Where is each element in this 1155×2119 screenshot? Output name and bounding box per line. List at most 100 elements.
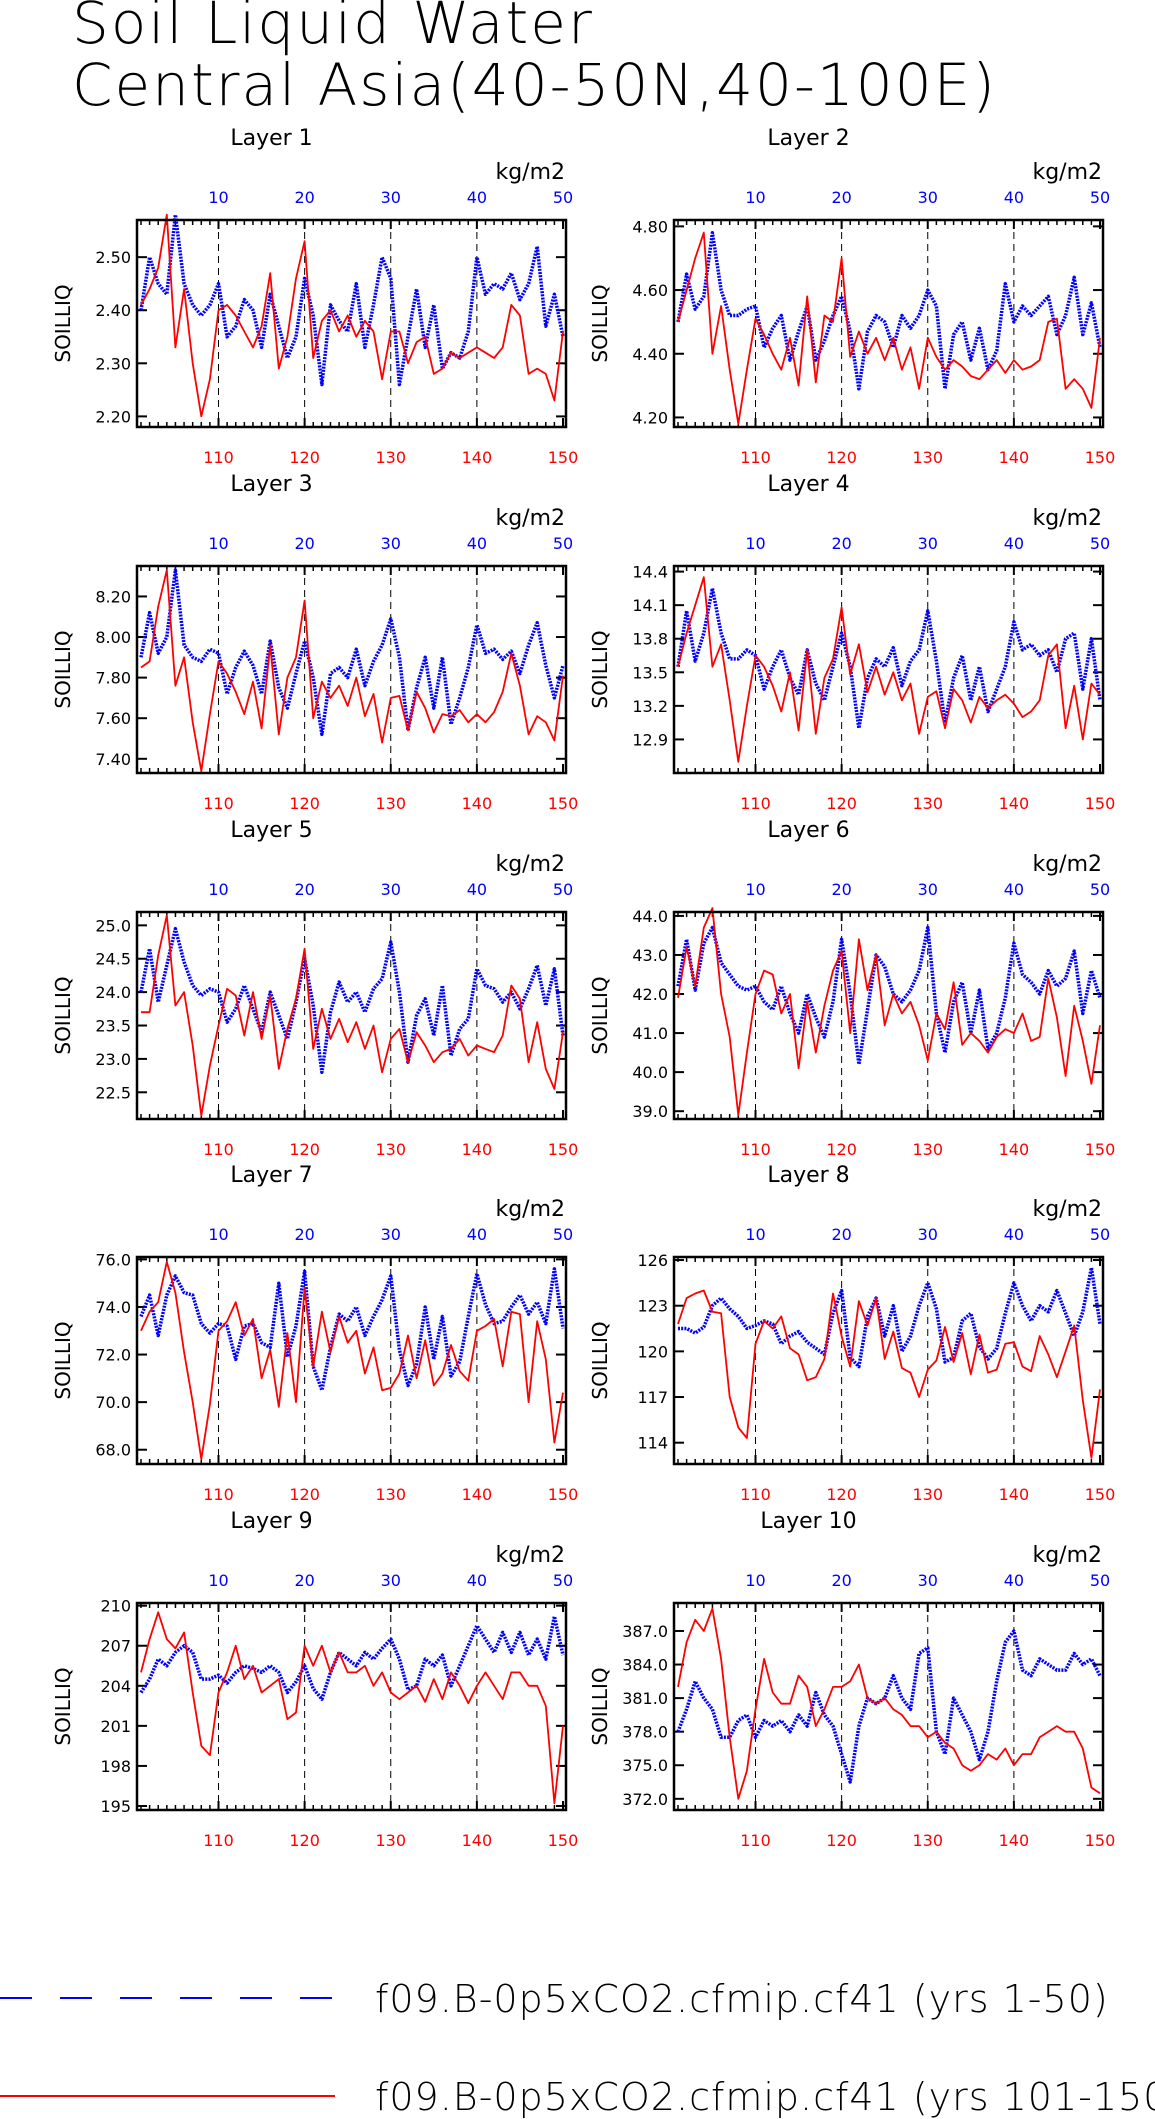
plot-frame (135, 564, 568, 775)
top-tick-label: 50 (553, 1225, 573, 1244)
y-tick-label: 23.5 (95, 1017, 131, 1036)
chart-title: Layer 4 (767, 472, 849, 497)
y-axis-label: SOILLIQ (588, 1667, 612, 1745)
chart-panel-10: Layer 10 kg/m2 10 20 30 40 50 110 120 130 140 150 37… (588, 1509, 1115, 1850)
top-tick-label: 10 (745, 880, 765, 899)
bottom-tick-label: 150 (1085, 448, 1116, 467)
bottom-tick-label: 130 (375, 794, 406, 813)
chart-title: Layer 3 (230, 472, 312, 497)
bottom-tick-label: 110 (203, 1485, 234, 1504)
bottom-tick-label: 140 (999, 794, 1030, 813)
top-tick-label: 40 (467, 880, 487, 899)
bottom-tick-label: 110 (203, 1831, 234, 1850)
bottom-tick-label: 140 (999, 1485, 1030, 1504)
top-tick-label: 30 (381, 880, 401, 899)
y-tick-label: 8.20 (95, 587, 131, 606)
top-tick-label: 40 (1004, 1571, 1024, 1590)
y-tick-label: 43.0 (632, 946, 668, 965)
y-tick-label: 22.5 (95, 1083, 131, 1102)
y-tick-label: 42.0 (632, 985, 668, 1004)
plot-frame (135, 1601, 568, 1812)
chart-panel-4: Layer 4 kg/m2 10 20 30 40 50 110 120 130 140 150 12.… (588, 472, 1115, 813)
top-tick-label: 40 (467, 1225, 487, 1244)
y-tick-label: 2.50 (95, 248, 131, 267)
y-tick-label: 120 (637, 1342, 668, 1361)
legend: f09.B-0p5xCO2.cfmip.cf41 (yrs 1-50) f09.B… (0, 1977, 1155, 2119)
y-tick-label: 13.5 (632, 663, 668, 682)
chart-panel-1: Layer 1 kg/m2 10 20 30 40 50 110 120 130 140 150 2.2… (51, 126, 578, 467)
series-line-red (140, 1260, 564, 1461)
y-tick-label: 207 (100, 1637, 131, 1656)
chart-panel-5: Layer 5 kg/m2 10 20 30 40 50 110 120 130 140 150 22.… (51, 818, 578, 1159)
bottom-tick-label: 150 (1085, 794, 1116, 813)
series-line-blue (139, 568, 565, 737)
bottom-tick-label: 150 (548, 794, 579, 813)
bottom-tick-label: 140 (462, 448, 493, 467)
top-tick-label: 40 (1004, 188, 1024, 207)
chart-title: Layer 2 (767, 126, 849, 151)
top-tick-label: 50 (1090, 1571, 1110, 1590)
y-axis-label: SOILLIQ (588, 976, 612, 1054)
top-tick-label: 30 (381, 1571, 401, 1590)
y-tick-label: 13.8 (632, 630, 668, 649)
unit-label: kg/m2 (1032, 506, 1102, 531)
chart-panel-9: Layer 9 kg/m2 10 20 30 40 50 110 120 130 140 150 195… (51, 1509, 578, 1850)
bottom-tick-label: 150 (548, 1831, 579, 1850)
plot-frame (672, 910, 1105, 1121)
bottom-tick-label: 130 (375, 448, 406, 467)
y-tick-label: 2.30 (95, 354, 131, 373)
y-tick-label: 39.0 (632, 1102, 668, 1121)
y-axis-label: SOILLIQ (51, 976, 75, 1054)
series-line-blue (139, 1614, 565, 1701)
bottom-tick-label: 110 (740, 1831, 771, 1850)
plot-frame (135, 910, 568, 1121)
bottom-tick-label: 130 (375, 1485, 406, 1504)
unit-label: kg/m2 (495, 1197, 565, 1222)
top-tick-label: 10 (208, 534, 228, 553)
bottom-tick-label: 110 (203, 794, 234, 813)
bottom-tick-label: 140 (462, 794, 493, 813)
unit-label: kg/m2 (495, 160, 565, 185)
top-tick-label: 10 (745, 1225, 765, 1244)
unit-label: kg/m2 (1032, 1543, 1102, 1568)
y-tick-label: 40.0 (632, 1063, 668, 1082)
top-tick-label: 10 (745, 188, 765, 207)
top-tick-label: 50 (553, 188, 573, 207)
y-tick-label: 25.0 (95, 916, 131, 935)
y-tick-label: 4.80 (632, 217, 668, 236)
top-tick-label: 20 (831, 534, 851, 553)
chart-panel-8: Layer 8 kg/m2 10 20 30 40 50 110 120 130 140 150 114… (588, 1163, 1115, 1504)
y-tick-label: 24.0 (95, 983, 131, 1002)
chart-panel-2: Layer 2 kg/m2 10 20 30 40 50 110 120 130 140 150 4.2… (588, 126, 1115, 467)
bottom-tick-label: 120 (289, 1831, 320, 1850)
y-axis-label: SOILLIQ (51, 1667, 75, 1745)
y-tick-label: 7.60 (95, 709, 131, 728)
legend-label: f09.B-0p5xCO2.cfmip.cf41 (yrs 101-150) (375, 2075, 1155, 2119)
y-axis-label: SOILLIQ (588, 1321, 612, 1399)
bottom-tick-label: 140 (462, 1485, 493, 1504)
bottom-tick-label: 120 (289, 1140, 320, 1159)
unit-label: kg/m2 (1032, 852, 1102, 877)
series-line-red (677, 1607, 1101, 1800)
series-line-red (677, 1289, 1101, 1459)
y-tick-label: 13.2 (632, 697, 668, 716)
top-tick-label: 10 (208, 188, 228, 207)
bottom-tick-label: 150 (1085, 1140, 1116, 1159)
bottom-tick-label: 110 (203, 1140, 234, 1159)
bottom-tick-label: 120 (289, 794, 320, 813)
bottom-tick-label: 120 (826, 1831, 857, 1850)
top-tick-label: 30 (918, 188, 938, 207)
top-tick-label: 20 (294, 1225, 314, 1244)
y-tick-label: 41.0 (632, 1024, 668, 1043)
top-tick-label: 50 (1090, 534, 1110, 553)
series-line-blue (676, 925, 1102, 1067)
plot-frame (135, 1255, 568, 1466)
y-tick-label: 210 (100, 1597, 131, 1616)
bottom-tick-label: 120 (289, 1485, 320, 1504)
bottom-tick-label: 130 (912, 1831, 943, 1850)
y-tick-label: 44.0 (632, 907, 668, 926)
top-tick-label: 50 (553, 1571, 573, 1590)
bottom-tick-label: 120 (826, 1140, 857, 1159)
top-tick-label: 30 (918, 1571, 938, 1590)
top-tick-label: 30 (918, 1225, 938, 1244)
